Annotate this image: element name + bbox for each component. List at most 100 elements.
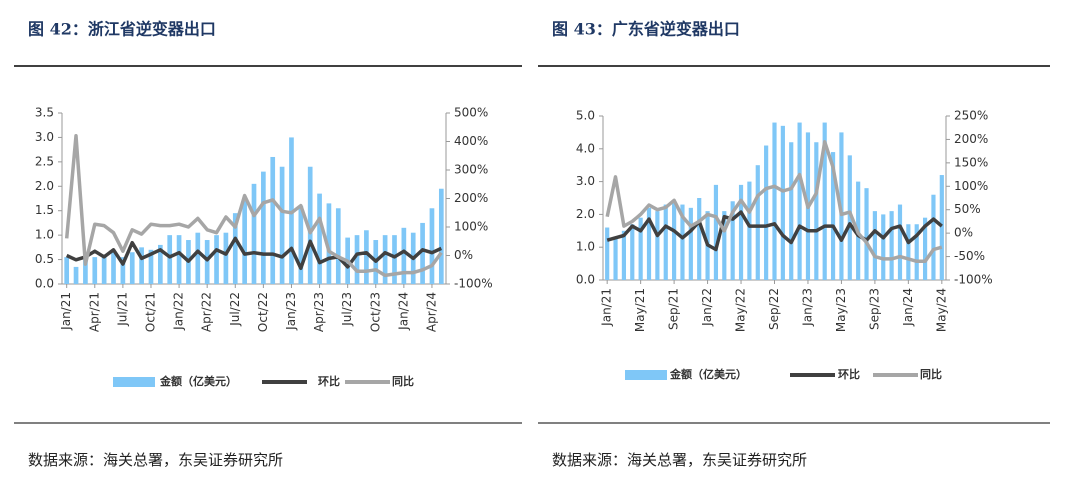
bar — [688, 207, 693, 280]
bar — [881, 214, 886, 280]
y2-tick-label: 250% — [954, 109, 988, 123]
bar — [789, 142, 794, 280]
bar — [279, 166, 285, 284]
bar — [713, 184, 719, 280]
bar — [335, 208, 341, 284]
x-tick-label: Apr/21 — [87, 292, 101, 332]
y-tick-label: 3.5 — [35, 106, 54, 120]
x-tick-label: Jul/22 — [228, 292, 242, 327]
x-tick-label: Oct/23 — [368, 292, 382, 332]
bar — [92, 257, 98, 284]
bar — [939, 175, 944, 280]
bar — [697, 198, 702, 280]
bar — [129, 252, 135, 284]
legend-label: 金额（亿美元） — [159, 374, 237, 388]
y-tick-label: 0.0 — [35, 277, 54, 291]
bar — [797, 122, 802, 280]
bar — [73, 266, 79, 284]
bar — [613, 237, 618, 280]
bar — [232, 213, 238, 284]
bar — [772, 122, 777, 280]
bar — [401, 227, 407, 284]
bar — [931, 194, 936, 280]
y2-tick-label: 0% — [454, 248, 473, 262]
x-tick-label: Jan/23 — [800, 288, 814, 327]
line-series — [65, 236, 443, 271]
y-tick-label: 2.0 — [35, 179, 54, 193]
bar — [822, 122, 827, 280]
y2-tick-label: 100% — [454, 220, 488, 234]
bar — [922, 217, 928, 280]
bar — [167, 235, 173, 284]
y-tick-label: 1.0 — [576, 240, 595, 254]
bar — [830, 152, 836, 280]
legend-swatch — [113, 377, 155, 387]
bar — [307, 166, 313, 284]
bar — [889, 211, 894, 280]
x-tick-label: Sep/22 — [767, 288, 781, 330]
bar — [83, 259, 88, 284]
bar — [638, 217, 643, 280]
bar — [730, 201, 735, 280]
bar — [722, 211, 727, 280]
y2-tick-label: 400% — [454, 134, 488, 148]
bar — [270, 156, 276, 284]
bar — [747, 181, 752, 280]
x-tick-label: May/23 — [834, 288, 848, 332]
bar — [242, 200, 247, 284]
bar — [120, 257, 126, 284]
bar — [111, 252, 116, 284]
bar — [364, 230, 369, 284]
chart-title: 图 42：浙江省逆变器出口 — [28, 20, 216, 39]
bar — [847, 155, 852, 280]
x-tick-label: Jan/24 — [901, 288, 915, 327]
source-note: 数据来源：海关总署，东吴证券研究所 — [28, 451, 283, 469]
x-tick-label: Jan/22 — [172, 292, 186, 331]
bar — [317, 193, 322, 284]
bar — [738, 184, 744, 280]
y-tick-label: 1.0 — [35, 228, 54, 242]
x-tick-label: May/22 — [734, 288, 748, 332]
bar — [251, 183, 257, 284]
legend-label: 同比 — [392, 374, 414, 388]
legend-label: 环比 — [838, 367, 860, 381]
legend-label: 同比 — [920, 367, 942, 381]
bar — [680, 204, 685, 280]
bar — [864, 188, 869, 280]
bar — [326, 203, 332, 284]
y2-tick-label: 200% — [454, 191, 488, 205]
bar — [663, 204, 668, 280]
bar — [158, 244, 163, 284]
legend-swatch — [625, 370, 667, 380]
y-tick-label: 3.0 — [35, 130, 54, 144]
bar — [914, 224, 919, 280]
x-tick-label: Apr/22 — [200, 292, 214, 332]
y2-tick-label: 300% — [454, 163, 488, 177]
bar — [780, 125, 785, 280]
y-tick-label: 4.0 — [576, 141, 595, 155]
bar — [195, 232, 201, 284]
bar — [382, 235, 388, 284]
legend-label: 环比 — [318, 374, 340, 388]
x-tick-label: Jan/21 — [59, 292, 73, 331]
bar — [672, 201, 677, 280]
x-tick-label: Jan/22 — [700, 288, 714, 327]
x-tick-label: May/24 — [934, 288, 948, 332]
bar — [148, 249, 154, 284]
bar — [429, 208, 435, 284]
bar — [354, 235, 360, 284]
x-tick-label: Sep/21 — [667, 288, 681, 330]
x-tick-label: Jan/24 — [396, 292, 410, 331]
y2-tick-label: 0% — [954, 226, 973, 240]
bar — [223, 232, 229, 284]
bar — [214, 235, 219, 284]
y-tick-label: 5.0 — [576, 109, 595, 123]
bar — [814, 142, 819, 280]
bar — [655, 211, 660, 280]
bar — [139, 247, 144, 284]
bar — [64, 257, 70, 284]
bar — [630, 224, 635, 280]
bar — [392, 235, 397, 284]
